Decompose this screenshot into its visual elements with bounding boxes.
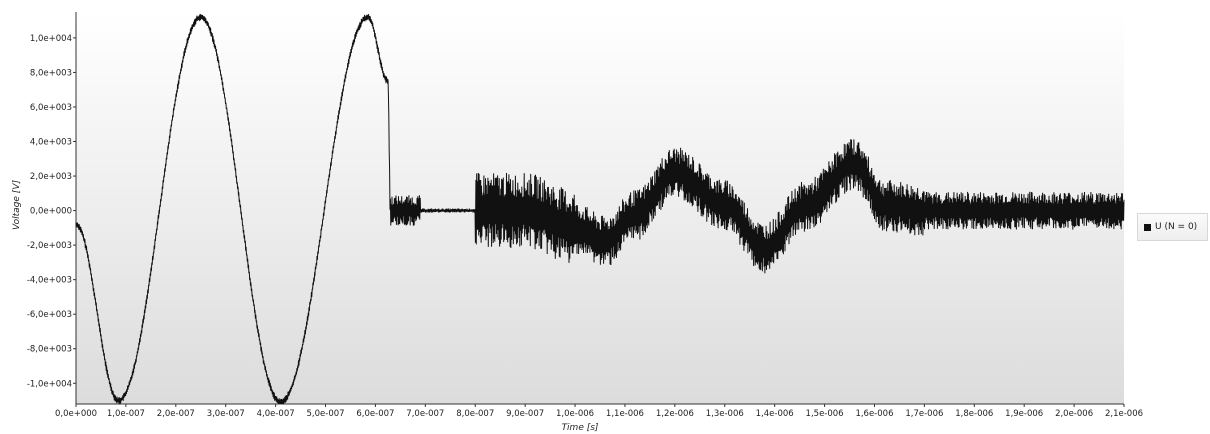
y-tick-label: 0,0e+000 — [30, 207, 72, 217]
x-tick-label: 3,0e-007 — [207, 409, 245, 419]
x-tick-label: 6,0e-007 — [356, 409, 394, 419]
y-axis: 1,0e+004 8,0e+003 6,0e+003 4,0e+003 2,0e+003… — [27, 12, 77, 404]
x-tick-label: 4,0e-007 — [257, 409, 295, 419]
x-axis: 0,0e+000 1,0e-007 2,0e-007 3,0e-007 4,0e-007… — [55, 403, 1143, 419]
y-tick-label: -8,0e+003 — [27, 345, 72, 355]
x-tick-label: 1,1e-006 — [606, 409, 644, 419]
x-tick-label: 1,0e-007 — [107, 409, 145, 419]
x-tick-label: 2,0e-006 — [1055, 409, 1093, 419]
x-tick-label: 2,0e-007 — [157, 409, 195, 419]
x-tick-label: 1,5e-006 — [806, 409, 844, 419]
x-tick-label: 1,3e-006 — [706, 409, 744, 419]
x-axis-title: Time [s] — [562, 423, 599, 433]
x-tick-label: 1,7e-006 — [905, 409, 943, 419]
x-tick-label: 1,8e-006 — [955, 409, 993, 419]
legend: U (N = 0) — [1137, 213, 1208, 241]
x-tick-label: 0,0e+000 — [55, 409, 97, 419]
x-tick-label: 1,2e-006 — [656, 409, 694, 419]
y-tick-label: -1,0e+004 — [27, 379, 72, 389]
x-tick-label: 2,1e-006 — [1105, 409, 1143, 419]
y-tick-label: 4,0e+003 — [30, 138, 72, 148]
x-tick-label: 5,0e-007 — [307, 409, 345, 419]
y-tick-label: 8,0e+003 — [30, 68, 72, 78]
y-tick-label: 6,0e+003 — [30, 103, 72, 113]
y-axis-title: Voltage [V] — [12, 180, 22, 230]
series-line-u — [75, 13, 1125, 405]
y-tick-label: -2,0e+003 — [27, 241, 72, 251]
x-tick-label: 1,6e-006 — [855, 409, 893, 419]
y-tick-label: -6,0e+003 — [27, 310, 72, 320]
y-tick-label: 1,0e+004 — [30, 34, 72, 44]
x-tick-label: 1,9e-006 — [1005, 409, 1043, 419]
x-tick-label: 1,4e-006 — [756, 409, 794, 419]
x-tick-label: 8,0e-007 — [456, 409, 494, 419]
x-tick-label: 9,0e-007 — [506, 409, 544, 419]
y-tick-label: -4,0e+003 — [27, 276, 72, 286]
legend-label: U (N = 0) — [1155, 222, 1198, 232]
x-tick-label: 1,0e-006 — [556, 409, 594, 419]
y-tick-label: 2,0e+003 — [30, 172, 72, 182]
legend-swatch — [1144, 223, 1151, 231]
x-tick-label: 7,0e-007 — [406, 409, 444, 419]
